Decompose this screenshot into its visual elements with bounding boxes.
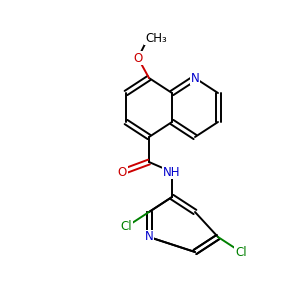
Text: O: O: [117, 166, 127, 178]
Text: NH: NH: [163, 166, 181, 178]
Text: N: N: [190, 71, 200, 85]
Text: N: N: [145, 230, 153, 244]
Text: Cl: Cl: [235, 245, 247, 259]
Text: O: O: [134, 52, 142, 64]
Text: CH₃: CH₃: [145, 32, 167, 44]
Text: Cl: Cl: [120, 220, 132, 233]
